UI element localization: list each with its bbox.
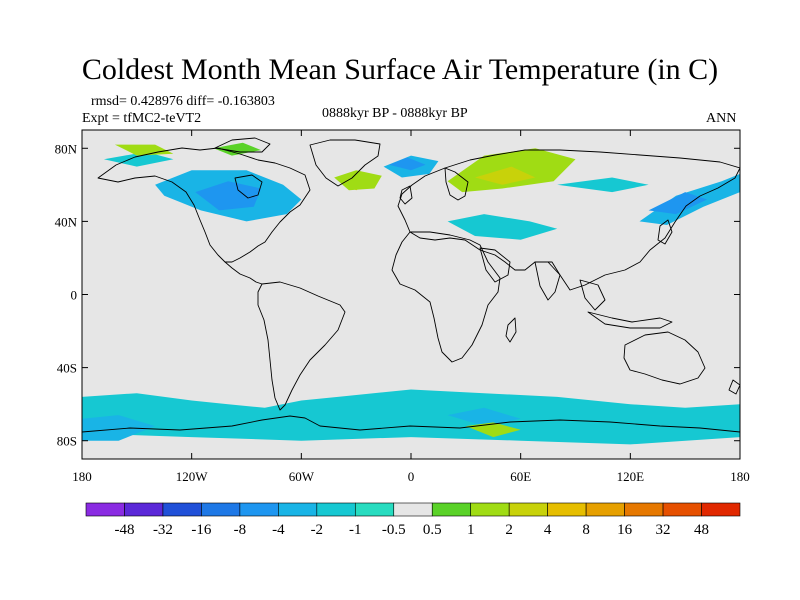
lon-tick-label: 60W [289, 469, 315, 484]
lat-tick-label: 0 [71, 288, 78, 303]
anomaly-region [213, 142, 262, 156]
colorbar-label: 2 [505, 522, 513, 538]
lat-tick-label: 80N [55, 141, 78, 156]
coast-australia [623, 331, 706, 385]
coast-southeast-asia [579, 279, 606, 311]
lon-tick-label: 0 [408, 469, 415, 484]
season-label: ANN [706, 111, 737, 126]
coast-madagascar [505, 317, 517, 343]
colorbar-label: -0.5 [382, 522, 406, 538]
lon-tick-label: 180 [730, 469, 750, 484]
colorbar-swatch [278, 502, 318, 517]
colorbar-label: 32 [656, 522, 671, 538]
colorbar-swatch [431, 502, 472, 517]
coast-scandinavia [444, 167, 469, 201]
colorbar-swatch [624, 502, 664, 517]
colorbar-swatch [239, 502, 279, 517]
coast-indonesia [587, 311, 673, 329]
lat-tick-label: 40S [57, 361, 77, 376]
lat-axis: 80N 40N 0 40S 80S [55, 141, 740, 449]
colorbar-label: 0.5 [423, 522, 442, 538]
anomaly-region [648, 192, 708, 215]
colorbar-swatch [354, 502, 395, 517]
coast-new-zealand [728, 379, 740, 395]
colorbar-label: -16 [191, 522, 211, 538]
colorbar-swatch [316, 502, 356, 517]
colorbar: -48 -32 -16 -8 -4 -2 -1 -0.5 0.5 1 2 4 8 16 32 48 [85, 502, 741, 538]
colorbar-label: -1 [349, 522, 362, 538]
anomaly-region [334, 170, 382, 191]
coast-hudson-bay [234, 174, 263, 199]
lon-tick-label: 180 [72, 469, 92, 484]
stats-label: rmsd= 0.428976 diff= -0.163803 [91, 94, 275, 109]
experiment-label: Expt = tfMC2-teVT2 [82, 111, 202, 126]
coast-british-isles [399, 185, 413, 205]
anomaly-region [82, 415, 156, 441]
lon-tick-label: 120W [176, 469, 209, 484]
coast-arabia [479, 247, 511, 283]
anomaly-region [195, 181, 262, 211]
colorbar-label: 48 [694, 522, 709, 538]
lon-tick-label: 120E [617, 469, 645, 484]
anomaly-layer [82, 142, 740, 445]
anomaly-region [389, 157, 426, 171]
anomaly-region [114, 144, 174, 156]
coast-south-america [257, 281, 346, 411]
colorbar-label: -4 [272, 522, 285, 538]
coast-central-america [224, 261, 263, 285]
colorbar-label: -2 [311, 522, 324, 538]
period-label: 0888kyr BP - 0888kyr BP [322, 106, 468, 121]
lon-axis: 180 120W 60W 0 60E 120E 180 [72, 130, 750, 484]
colorbar-label: 8 [582, 522, 590, 538]
colorbar-swatch [547, 502, 587, 517]
colorbar-label: 16 [617, 522, 633, 538]
colorbar-swatch [162, 502, 202, 517]
coast-india [534, 261, 561, 301]
coast-japan [657, 219, 673, 245]
lat-tick-label: 40N [55, 214, 78, 229]
coast-north-america [97, 147, 311, 263]
anomaly-region [447, 214, 558, 240]
anomaly-region [82, 389, 740, 445]
colorbar-swatch [124, 502, 164, 517]
anomaly-region [475, 166, 536, 185]
coast-europe-asia [397, 149, 740, 291]
coast-africa [391, 231, 501, 363]
colorbar-label: -48 [114, 522, 134, 538]
colorbar-swatch [470, 502, 510, 517]
colorbar-swatch [662, 502, 702, 517]
colorbar-swatch [393, 502, 433, 517]
coastlines [82, 137, 740, 433]
lon-tick-label: 60E [510, 469, 531, 484]
coast-canadian-arctic [214, 137, 271, 153]
coast-antarctica [82, 415, 740, 433]
colorbar-swatch [85, 502, 125, 517]
anomaly-region [557, 177, 649, 193]
colorbar-label: -8 [234, 522, 247, 538]
colorbar-label: 1 [467, 522, 475, 538]
coast-greenland [309, 139, 381, 187]
colorbar-swatch [201, 502, 241, 517]
anomaly-region [447, 407, 521, 427]
colorbar-swatch [508, 502, 548, 517]
colorbar-label: 4 [544, 522, 552, 538]
chart-title: Coldest Month Mean Surface Air Temperatu… [81, 53, 719, 86]
lat-tick-label: 80S [57, 434, 77, 449]
colorbar-swatch [701, 502, 741, 517]
colorbar-swatch [585, 502, 625, 517]
colorbar-label: -32 [153, 522, 173, 538]
